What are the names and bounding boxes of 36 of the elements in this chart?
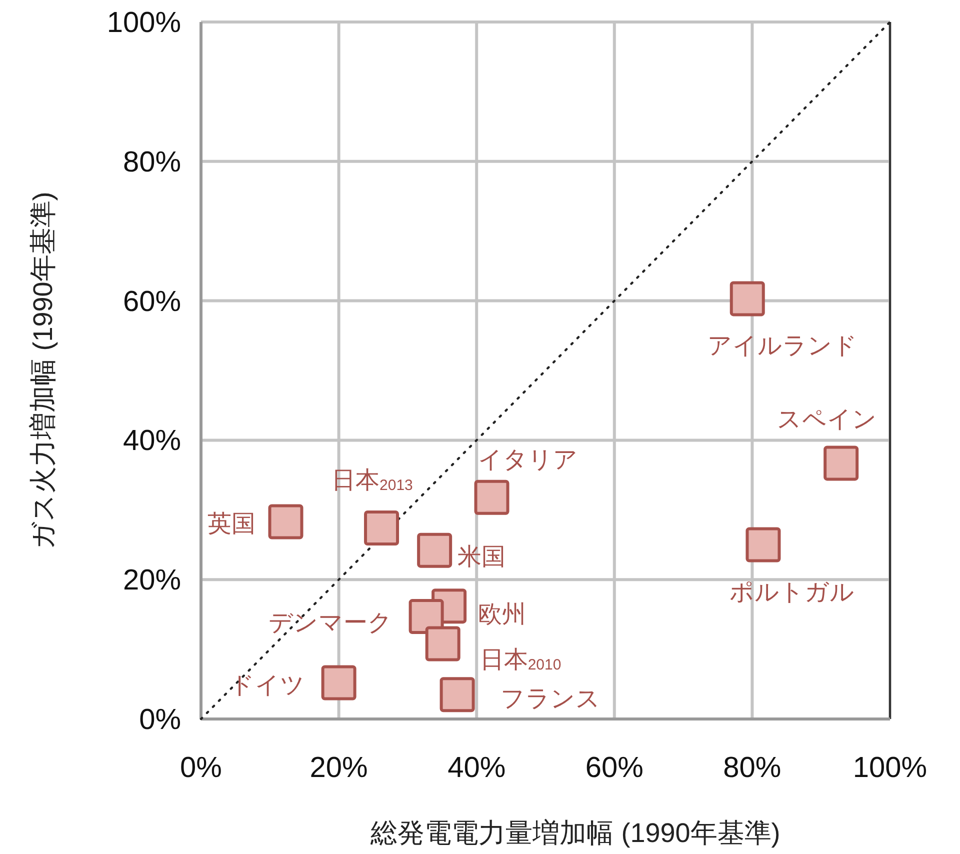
annotation: ドイツ bbox=[230, 672, 305, 699]
y-tick-label: 20% bbox=[122, 564, 181, 597]
point bbox=[730, 281, 765, 316]
y-tick-label: 0% bbox=[139, 704, 181, 736]
point bbox=[746, 527, 781, 562]
y-tick-label: 100% bbox=[106, 7, 181, 39]
point bbox=[824, 446, 859, 481]
annotation: 英国 bbox=[208, 510, 256, 538]
x-tick-label: 100% bbox=[852, 752, 928, 784]
y-tick-label: 80% bbox=[122, 146, 181, 178]
point bbox=[425, 626, 460, 662]
y-axis-title: ガス火力増加幅 (1990年基準) bbox=[28, 192, 58, 550]
annotation: ポルトガル bbox=[730, 578, 855, 606]
annotation: 米国 bbox=[458, 543, 506, 570]
x-tick-label: 80% bbox=[723, 752, 782, 784]
point bbox=[440, 677, 475, 712]
point bbox=[474, 480, 510, 515]
x-tick-label: 40% bbox=[448, 752, 506, 784]
point bbox=[321, 665, 356, 700]
annotation: デンマーク bbox=[268, 610, 392, 637]
point bbox=[364, 510, 400, 546]
x-tick-label: 20% bbox=[310, 752, 368, 784]
annotation: スペイン bbox=[777, 406, 878, 434]
annotation: フランス bbox=[500, 686, 600, 713]
annotation: 日本$_{2013}$ bbox=[332, 467, 413, 494]
point bbox=[417, 532, 452, 568]
y-tick-label: 40% bbox=[122, 425, 181, 458]
x-tick-label: 60% bbox=[585, 752, 644, 784]
x-tick-label: 0% bbox=[180, 752, 222, 784]
annotation: 日本$_{2010}$ bbox=[480, 646, 562, 674]
y-tick-label: 60% bbox=[122, 286, 181, 318]
x-axis-title: 総発電電力量増加幅 (1990年基準) bbox=[370, 818, 780, 848]
point bbox=[268, 504, 304, 540]
annotation: アイルランド bbox=[707, 332, 858, 360]
annotation: 欧州 bbox=[478, 601, 526, 628]
annotation: イタリア bbox=[478, 446, 578, 474]
